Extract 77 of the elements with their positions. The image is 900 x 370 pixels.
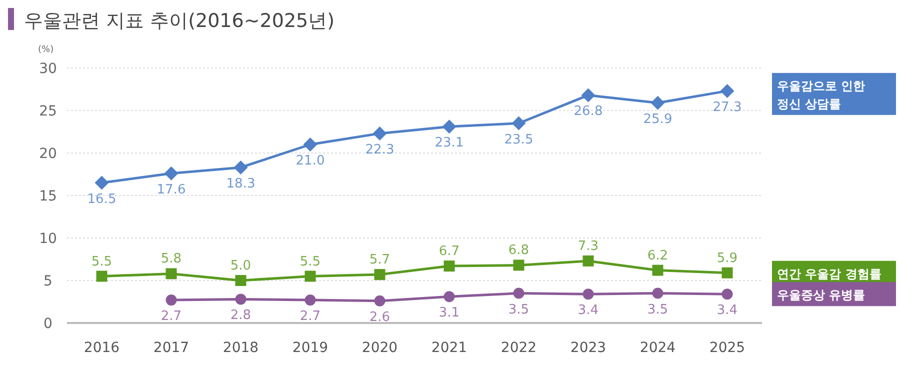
- data-label: 25.9: [643, 112, 672, 127]
- data-label: 3.4: [716, 303, 738, 318]
- data-label: 5.9: [716, 250, 738, 266]
- x-tick-label: 2025: [709, 340, 746, 356]
- data-label: 16.5: [87, 192, 116, 207]
- y-tick-label: 5: [44, 274, 52, 290]
- point: [374, 295, 386, 306]
- point: [650, 96, 665, 110]
- data-label: 5.8: [160, 252, 182, 267]
- point: [720, 84, 734, 98]
- data-label: 23.5: [504, 132, 534, 148]
- y-tick-label: 30: [39, 61, 57, 77]
- x-tick-label: 2016: [84, 340, 120, 356]
- point: [234, 160, 248, 174]
- y-tick-label: 0: [44, 316, 52, 332]
- data-label: 22.3: [365, 142, 394, 158]
- data-label: 6.7: [438, 244, 460, 260]
- point: [372, 126, 387, 140]
- x-tick-label: 2021: [431, 340, 468, 356]
- data-label: 5.5: [300, 254, 321, 270]
- x-tick-label: 2022: [500, 340, 537, 356]
- point: [722, 288, 733, 300]
- data-label: 5.5: [91, 254, 112, 270]
- point: [166, 268, 177, 280]
- point: [513, 260, 524, 271]
- point: [303, 138, 318, 152]
- point: [442, 120, 456, 134]
- point: [374, 269, 386, 280]
- point: [722, 267, 733, 278]
- data-label: 26.8: [574, 104, 603, 120]
- x-tick-label: 2024: [640, 340, 676, 356]
- point: [444, 291, 455, 302]
- point: [94, 176, 109, 190]
- data-label: 5.7: [369, 252, 390, 268]
- x-tick-label: 2017: [153, 340, 190, 356]
- y-tick-label: 25: [39, 104, 57, 120]
- point: [164, 166, 178, 180]
- y-tick-label: 20: [39, 146, 57, 162]
- x-tick-label: 2019: [292, 340, 328, 356]
- data-label: 2.7: [160, 309, 182, 324]
- data-label: 3.5: [508, 302, 530, 318]
- data-label: 18.3: [226, 176, 256, 192]
- point: [444, 260, 455, 272]
- data-label: 3.4: [578, 303, 599, 318]
- data-label: 21.0: [296, 154, 325, 168]
- point: [581, 88, 596, 102]
- data-label: 3.1: [438, 306, 460, 321]
- point: [304, 270, 316, 282]
- point: [513, 288, 524, 299]
- data-label: 3.5: [647, 302, 668, 318]
- data-label: 2.6: [369, 310, 390, 325]
- y-tick-label: 10: [39, 231, 57, 247]
- x-tick-label: 2020: [362, 340, 398, 356]
- chart-title: 우울관련 지표 추이(2016~2025년): [24, 10, 335, 32]
- data-label: 7.3: [578, 238, 599, 254]
- x-tick-label: 2018: [222, 340, 259, 356]
- point: [304, 294, 316, 306]
- point: [582, 255, 594, 266]
- y-axis-title: (%): [38, 45, 54, 55]
- x-tick-label: 2023: [570, 340, 606, 356]
- point: [166, 294, 177, 306]
- data-label: 2.8: [230, 308, 252, 324]
- data-label: 2.7: [300, 309, 321, 324]
- data-label: 27.3: [712, 100, 742, 115]
- data-label: 6.8: [508, 243, 530, 258]
- data-label: 17.6: [156, 182, 186, 198]
- point: [652, 264, 664, 276]
- point: [652, 288, 664, 299]
- point: [96, 270, 108, 282]
- point: [235, 275, 246, 286]
- point: [235, 294, 246, 305]
- data-label: 6.2: [647, 248, 668, 264]
- point: [582, 288, 594, 300]
- data-label: 5.0: [230, 258, 252, 274]
- point: [512, 116, 526, 130]
- data-label: 23.1: [434, 136, 464, 151]
- y-tick-label: 15: [39, 188, 57, 204]
